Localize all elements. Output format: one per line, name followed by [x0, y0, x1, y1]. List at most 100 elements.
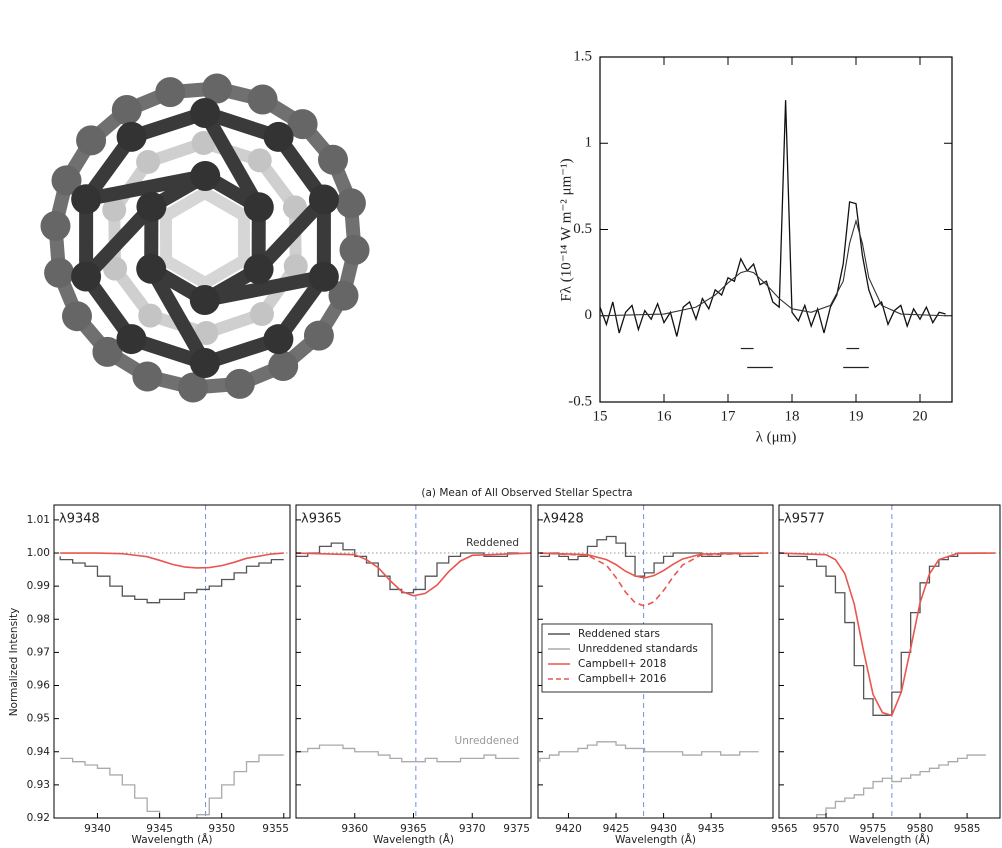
plot-frame: [599, 56, 953, 403]
model-curve: [539, 552, 769, 607]
atom: [190, 161, 221, 192]
x-axis-label: Wavelength (Å): [849, 833, 930, 846]
bond: [199, 254, 251, 289]
y-tick-label: 0.98: [27, 613, 50, 625]
panel: [779, 505, 1000, 818]
atom: [339, 234, 370, 265]
x-tick-label: 17: [721, 408, 737, 424]
x-tick-label: 9585: [954, 823, 981, 835]
y-tick-label: 0.99: [27, 580, 50, 592]
legend-label: Unreddened standards: [578, 643, 698, 655]
annotation: Reddened: [466, 537, 519, 549]
step-spectrum: [59, 556, 284, 604]
atom: [138, 303, 163, 328]
atom: [189, 347, 220, 378]
panel-label: λ9428: [543, 512, 584, 527]
x-tick-label: 9570: [813, 823, 840, 835]
atom: [136, 253, 167, 284]
atom: [132, 361, 163, 392]
step-spectrum: [539, 535, 759, 577]
atom: [249, 302, 274, 327]
atom: [328, 280, 359, 311]
atom: [102, 197, 127, 222]
atom: [308, 261, 339, 292]
atom: [92, 336, 123, 367]
x-axis-label: Wavelength (Å): [131, 833, 212, 846]
atom: [194, 320, 219, 345]
model-curve: [296, 552, 531, 597]
x-tick-label: 9350: [208, 823, 235, 835]
model-curve: [60, 552, 284, 569]
step-spectrum: [296, 542, 520, 594]
y-tick-label: 0.93: [27, 779, 50, 791]
x-tick-label: 9580: [907, 823, 934, 835]
atom: [155, 77, 186, 108]
step-spectrum: [787, 552, 986, 716]
panel-frame: [537, 504, 774, 819]
y-tick-label: 0.97: [27, 646, 50, 658]
atom: [44, 257, 75, 288]
x-tick-label: 9345: [146, 823, 173, 835]
spectrum-line: [599, 218, 946, 317]
y-tick-label: 0.95: [27, 713, 50, 725]
x-tick-label: 18: [785, 408, 800, 424]
atom: [283, 254, 308, 279]
atom: [247, 148, 272, 173]
atom: [287, 109, 318, 140]
atom: [111, 94, 142, 125]
step-spectrum: [60, 754, 284, 818]
atom: [243, 192, 274, 223]
step-spectrum: [296, 744, 520, 763]
atom: [201, 73, 232, 104]
y-tick-label: 1.5: [573, 48, 592, 64]
x-tick-label: 9360: [341, 823, 368, 835]
spectrum-line: [599, 100, 946, 337]
x-tick-label: 9435: [698, 823, 725, 835]
atom: [71, 261, 102, 292]
x-tick-label: 9365: [400, 823, 427, 835]
atom: [40, 211, 71, 242]
step-spectrum: [539, 741, 759, 762]
model-curve: [539, 552, 769, 579]
atom: [282, 195, 307, 220]
atom: [318, 144, 349, 175]
y-tick-label: 0.94: [27, 746, 51, 758]
x-tick-label: 9370: [459, 823, 486, 835]
x-axis-label: Wavelength (Å): [373, 833, 454, 846]
atom: [61, 301, 92, 332]
x-axis-label: Wavelength (Å): [615, 833, 696, 846]
atom: [243, 254, 274, 285]
atom: [308, 184, 339, 215]
atom: [178, 372, 209, 403]
y-tick-label: 0.96: [27, 680, 51, 692]
annotation: Unreddened: [455, 735, 519, 747]
panel-label: λ9348: [59, 512, 100, 527]
atom: [189, 284, 220, 315]
x-axis-label: λ (μm): [756, 429, 797, 445]
panel: [296, 505, 531, 818]
model-curve: [779, 552, 996, 717]
bond: [79, 199, 159, 284]
atom: [116, 121, 147, 152]
x-tick-label: 15: [593, 408, 608, 424]
panel-label: λ9577: [784, 512, 825, 527]
panel-frame: [778, 504, 1001, 819]
legend-label: Reddened stars: [578, 628, 660, 640]
bond: [79, 169, 213, 207]
y-tick-label: 1.01: [27, 514, 50, 526]
atom: [51, 165, 82, 196]
x-tick-label: 9565: [771, 823, 798, 835]
y-tick-label: 0: [585, 307, 593, 323]
atom: [247, 84, 278, 115]
atom: [116, 324, 147, 355]
x-tick-label: 16: [657, 408, 673, 424]
atom: [335, 188, 366, 219]
bond: [197, 269, 331, 307]
y-tick-label: 0.92: [27, 812, 50, 824]
y-tick-label: 0.5: [573, 221, 592, 237]
bond: [160, 254, 212, 289]
x-tick-label: 9375: [503, 823, 530, 835]
molecule-illustration: [40, 73, 370, 403]
x-tick-label: 9355: [262, 823, 289, 835]
